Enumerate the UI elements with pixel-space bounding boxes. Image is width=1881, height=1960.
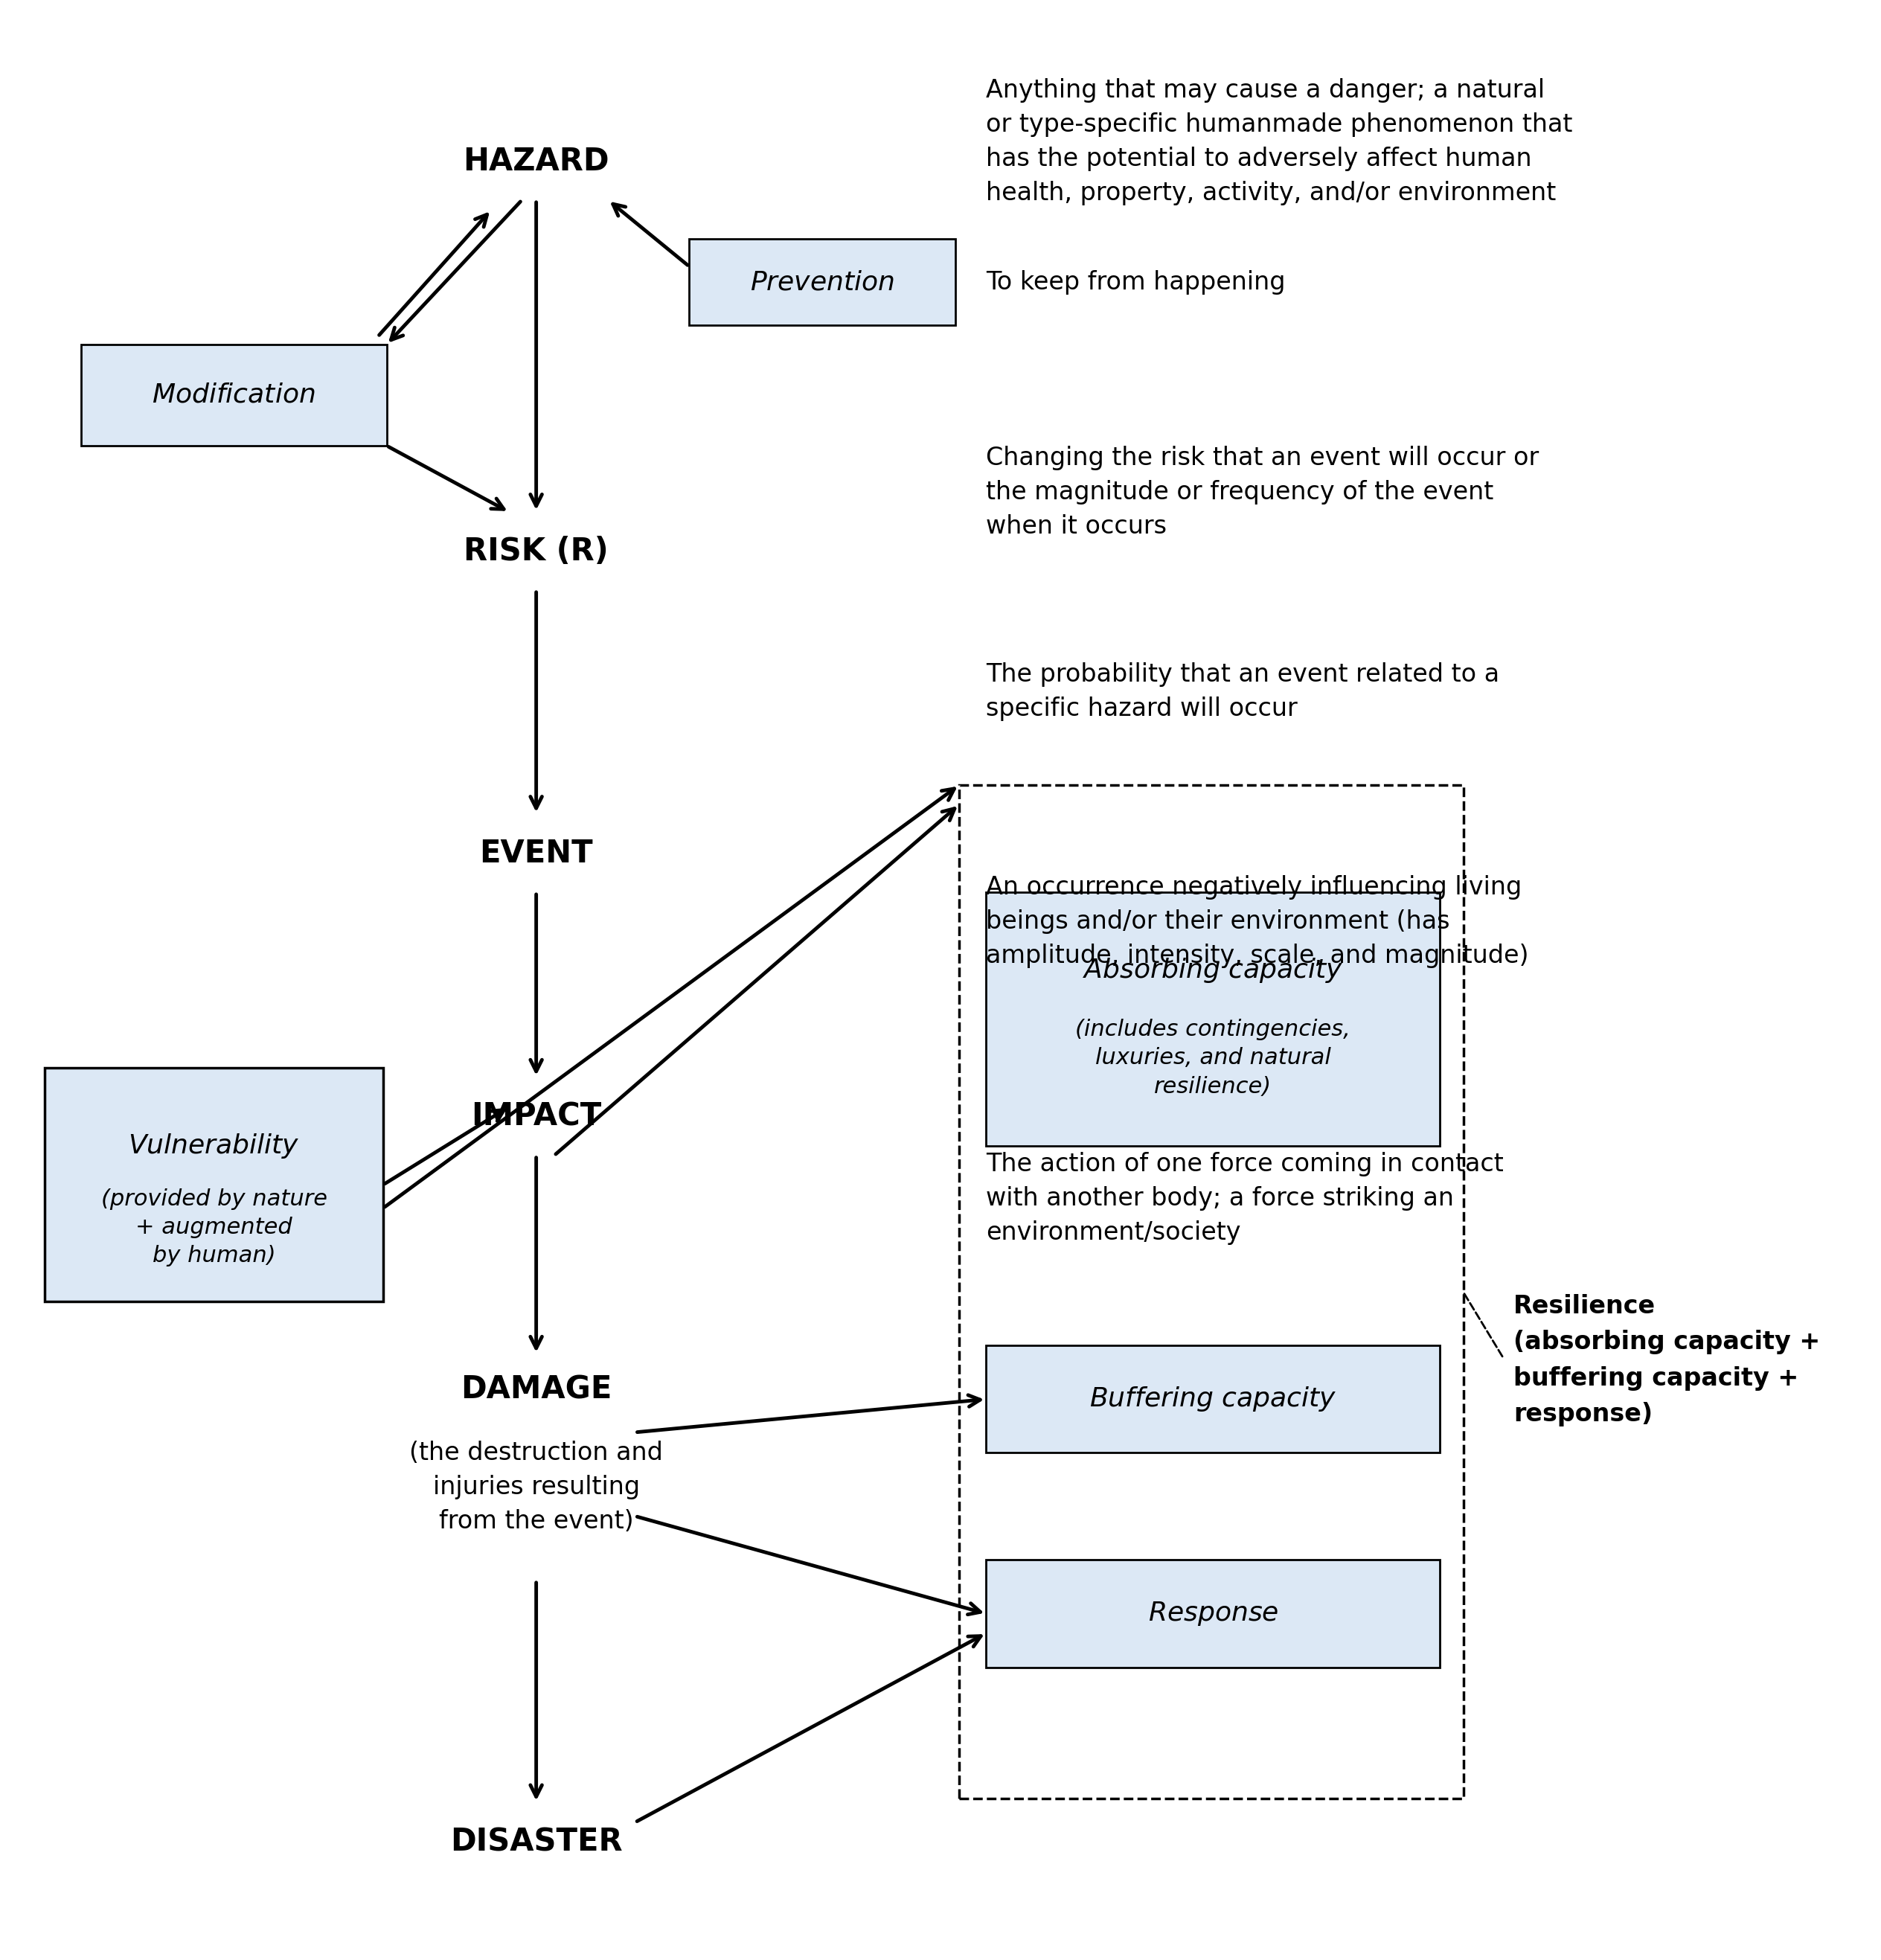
FancyBboxPatch shape — [986, 1347, 1439, 1452]
FancyBboxPatch shape — [81, 345, 387, 445]
Text: $\mathit{Vulnerability}$: $\mathit{Vulnerability}$ — [128, 1131, 299, 1160]
Text: The probability that an event related to a
specific hazard will occur: The probability that an event related to… — [986, 662, 1499, 721]
Text: Anything that may cause a danger; a natural
or type-specific humanmade phenomeno: Anything that may cause a danger; a natu… — [986, 78, 1573, 206]
Text: The action of one force coming in contact
with another body; a force striking an: The action of one force coming in contac… — [986, 1152, 1505, 1245]
Text: $\mathbf{\mathit{Response}}$: $\mathbf{\mathit{Response}}$ — [1147, 1599, 1279, 1627]
Text: Resilience
(absorbing capacity +
buffering capacity +
response): Resilience (absorbing capacity + bufferi… — [1514, 1294, 1821, 1427]
Text: (includes contingencies,
luxuries, and natural
resilience): (includes contingencies, luxuries, and n… — [1076, 1019, 1351, 1098]
FancyBboxPatch shape — [688, 239, 956, 325]
FancyBboxPatch shape — [986, 892, 1439, 1147]
Text: HAZARD: HAZARD — [463, 145, 609, 176]
Text: $\mathit{Modification}$: $\mathit{Modification}$ — [152, 382, 316, 408]
Text: An occurrence negatively influencing living
beings and/or their environment (has: An occurrence negatively influencing liv… — [986, 874, 1529, 968]
Text: To keep from happening: To keep from happening — [986, 270, 1287, 294]
Text: IMPACT: IMPACT — [470, 1102, 602, 1133]
Text: DISASTER: DISASTER — [450, 1827, 623, 1858]
Text: (provided by nature
+ augmented
by human): (provided by nature + augmented by human… — [102, 1188, 327, 1266]
FancyBboxPatch shape — [45, 1068, 384, 1301]
Text: $\mathbf{\mathit{Buffering\ capacity}}$: $\mathbf{\mathit{Buffering\ capacity}}$ — [1089, 1386, 1337, 1413]
Text: (the destruction and
injuries resulting
from the event): (the destruction and injuries resulting … — [410, 1441, 662, 1533]
Text: Changing the risk that an event will occur or
the magnitude or frequency of the : Changing the risk that an event will occ… — [986, 447, 1539, 539]
Text: DAMAGE: DAMAGE — [461, 1374, 611, 1405]
Text: RISK (R): RISK (R) — [465, 535, 609, 566]
Text: EVENT: EVENT — [480, 837, 593, 868]
Text: $\mathbf{\mathit{Absorbing\ capacity}}$: $\mathbf{\mathit{Absorbing\ capacity}}$ — [1083, 956, 1343, 984]
FancyBboxPatch shape — [986, 1560, 1439, 1668]
Text: $\mathit{Prevention}$: $\mathit{Prevention}$ — [751, 269, 895, 294]
